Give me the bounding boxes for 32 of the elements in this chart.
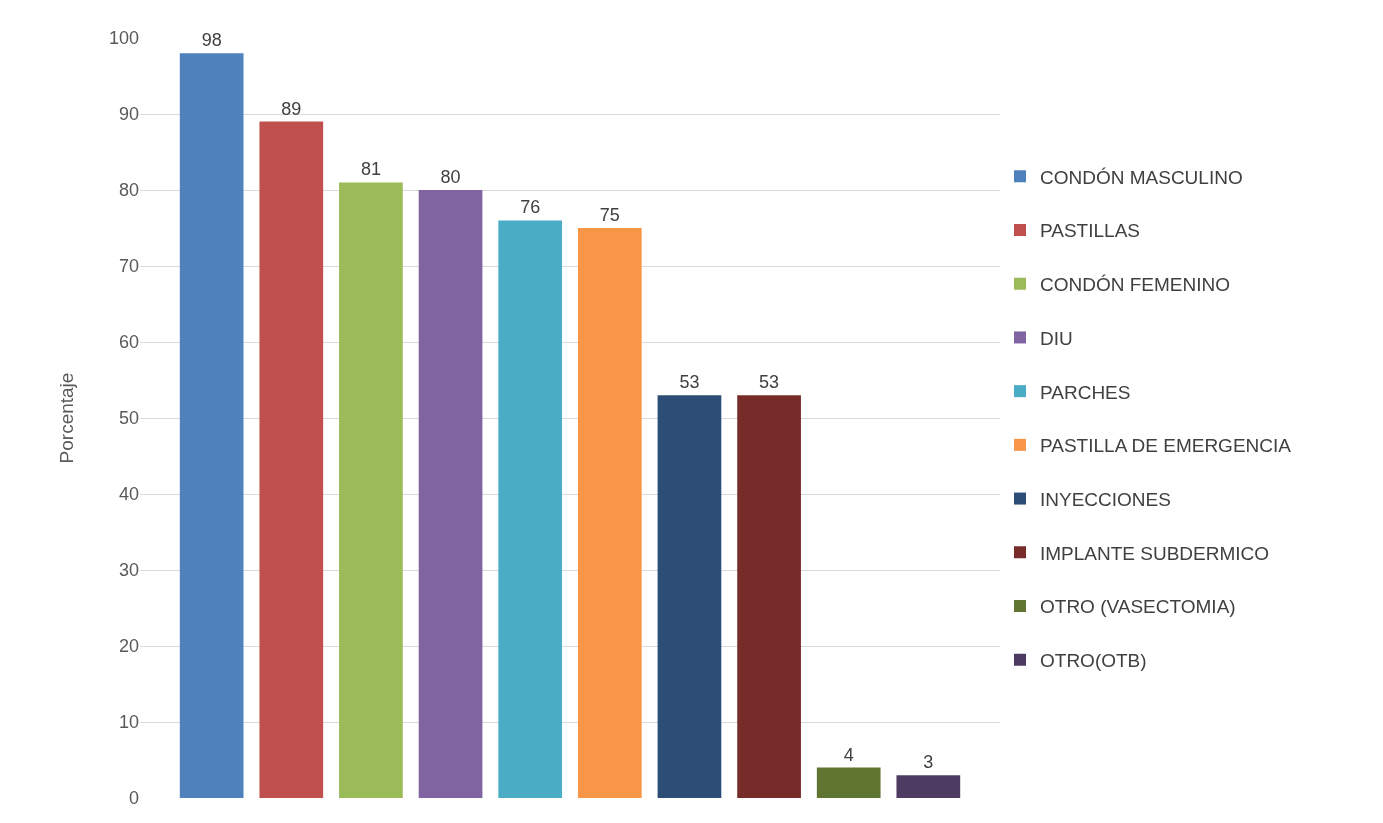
legend-label: OTRO (VASECTOMIA) — [1040, 596, 1236, 618]
y-tick-label: 50 — [118, 408, 139, 429]
data-label: 4 — [843, 744, 854, 765]
data-label: 53 — [759, 372, 780, 393]
legend-label: PASTILLA DE EMERGENCIA — [1040, 435, 1292, 457]
legend-label: IMPLANTE SUBDERMICO — [1040, 542, 1270, 564]
y-tick-label: 30 — [118, 560, 139, 581]
y-tick-label: 40 — [118, 484, 139, 505]
y-tick-label: 60 — [118, 332, 139, 353]
y-tick-label: 20 — [118, 636, 139, 657]
y-tick-label: 80 — [118, 180, 139, 201]
y-tick-label: 90 — [118, 104, 139, 125]
legend-label: PARCHES — [1040, 381, 1131, 403]
legend-label: CONDÓN FEMENINO — [1040, 274, 1230, 296]
data-label: 98 — [201, 30, 222, 51]
legend-label: DIU — [1040, 327, 1073, 349]
legend-label: CONDÓN MASCULINO — [1040, 166, 1243, 188]
data-label: 3 — [923, 752, 934, 773]
data-label: 75 — [599, 205, 620, 225]
legend-label: INYECCIONES — [1040, 488, 1171, 510]
data-label: 76 — [520, 197, 541, 218]
data-label: 81 — [360, 159, 381, 180]
y-axis-title: Porcentaje — [55, 372, 77, 464]
y-tick-label: 0 — [128, 788, 139, 809]
y-tick-label: 10 — [118, 712, 139, 733]
data-label: 80 — [440, 167, 461, 187]
legend-label: PASTILLAS — [1040, 220, 1140, 242]
y-tick-label: 70 — [118, 256, 139, 277]
y-tick-label: 100 — [108, 28, 139, 49]
data-label: 89 — [281, 98, 302, 119]
data-label: 53 — [679, 372, 700, 393]
legend-label: OTRO(OTB) — [1040, 650, 1147, 672]
